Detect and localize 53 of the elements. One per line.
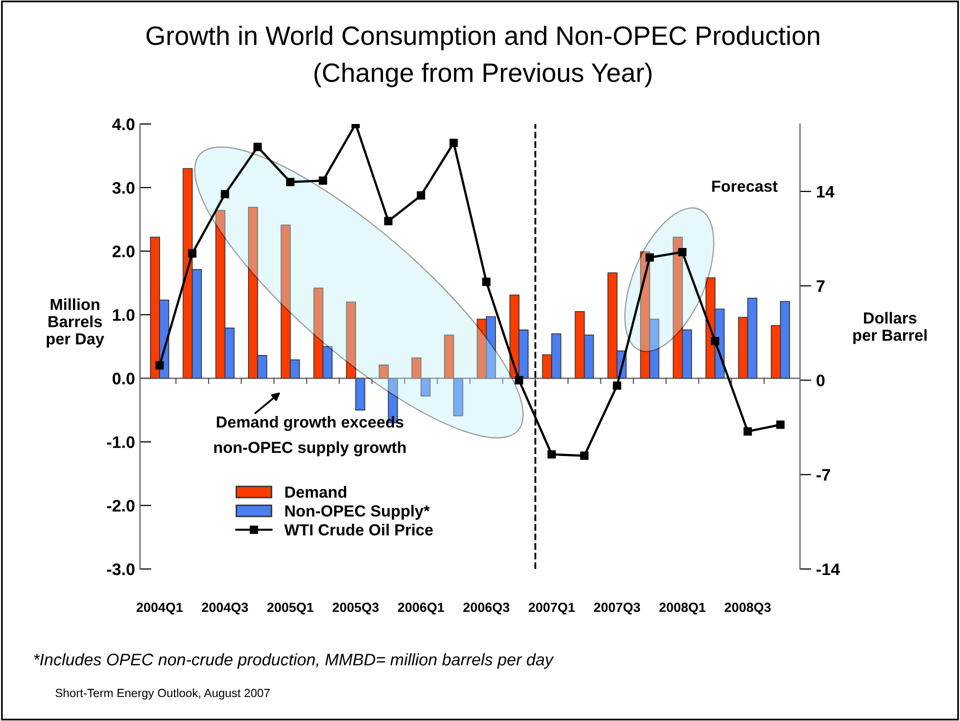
x-tick-label: 2007Q3 xyxy=(594,602,640,614)
y2-tick-label: 14 xyxy=(817,186,834,198)
legend-label: WTI Crude Oil Price xyxy=(284,524,433,536)
y-tick-label: 0.0 xyxy=(112,372,134,384)
point xyxy=(449,138,458,148)
point xyxy=(612,381,622,390)
y-tick-label: 1.0 xyxy=(113,309,134,321)
y-tick-label: 4.0 xyxy=(112,118,134,130)
x-tick-label: 2008Q3 xyxy=(724,602,771,614)
point xyxy=(155,361,164,370)
chart-title: Growth in World Consumption and Non-OPEC Production xyxy=(146,26,820,50)
point xyxy=(220,190,230,198)
x-tick-label: 2005Q1 xyxy=(267,602,314,614)
x-tick-label: 2004Q3 xyxy=(202,602,248,614)
point xyxy=(678,248,687,256)
point xyxy=(514,376,524,384)
point xyxy=(318,176,328,185)
point xyxy=(416,191,426,200)
y-tick-label: -1.0 xyxy=(107,436,134,448)
point xyxy=(482,278,491,286)
y-tick-label: -2.0 xyxy=(107,500,134,512)
x-tick-label: 2004Q1 xyxy=(136,602,183,614)
y-tick-label: -3.0 xyxy=(107,563,134,576)
x-tick-label: 2005Q3 xyxy=(332,602,379,614)
y-tick-label: 3.0 xyxy=(112,182,134,194)
point xyxy=(744,427,752,436)
text: *Includes OPEC non-crude production, MMBD= million barrels per day xyxy=(34,653,554,669)
point xyxy=(253,142,262,152)
annotation: Forecast xyxy=(712,180,778,192)
y-tick-label: 2.0 xyxy=(112,246,134,258)
point xyxy=(384,216,392,226)
y2-axis-title: Dollars per Barrel xyxy=(853,312,927,344)
annotation: Demand growth exceeds non-OPEC supply growth xyxy=(214,416,406,456)
point xyxy=(188,249,196,258)
text: Short-Term Energy Outlook, August 2007 xyxy=(56,688,270,700)
x-tick-label: 2006Q3 xyxy=(463,602,510,614)
point xyxy=(646,253,654,262)
point xyxy=(286,178,294,186)
x-tick-label: 2008Q1 xyxy=(659,602,706,614)
y2-tick-label: -7 xyxy=(816,469,830,481)
x-tick-label: 2006Q1 xyxy=(398,602,444,614)
point xyxy=(776,420,785,429)
y2-tick-label: 0 xyxy=(816,374,825,386)
legend-label: Demand xyxy=(285,486,346,498)
y-axis-title: Million Barrels per Day xyxy=(46,298,104,348)
x-tick-label: 2007Q1 xyxy=(528,602,575,614)
chart-subtitle: (Change from Previous Year) xyxy=(314,62,652,88)
y2-tick-label: -14 xyxy=(816,564,840,576)
legend-label: Non-OPEC Supply* xyxy=(285,504,430,520)
y2-tick-label: 7 xyxy=(816,280,825,292)
point xyxy=(710,336,720,346)
point xyxy=(548,450,556,459)
point xyxy=(580,452,589,460)
